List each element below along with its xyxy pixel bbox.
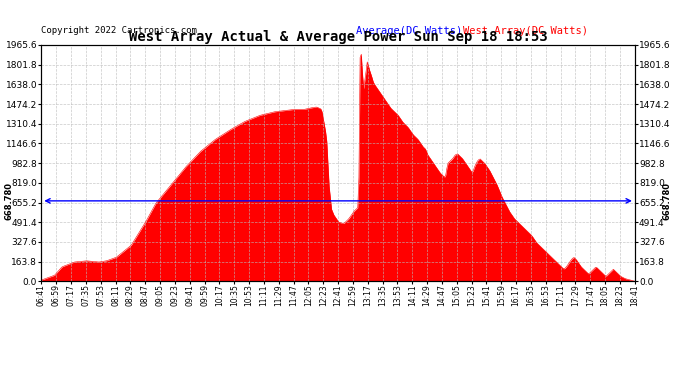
Text: Average(DC Watts): Average(DC Watts): [356, 26, 462, 36]
Title: West Array Actual & Average Power Sun Sep 18 18:53: West Array Actual & Average Power Sun Se…: [129, 30, 547, 44]
Text: Copyright 2022 Cartronics.com: Copyright 2022 Cartronics.com: [41, 26, 197, 35]
Text: 668.780: 668.780: [4, 182, 13, 220]
Text: 668.780: 668.780: [663, 182, 672, 220]
Text: West Array(DC Watts): West Array(DC Watts): [463, 26, 588, 36]
